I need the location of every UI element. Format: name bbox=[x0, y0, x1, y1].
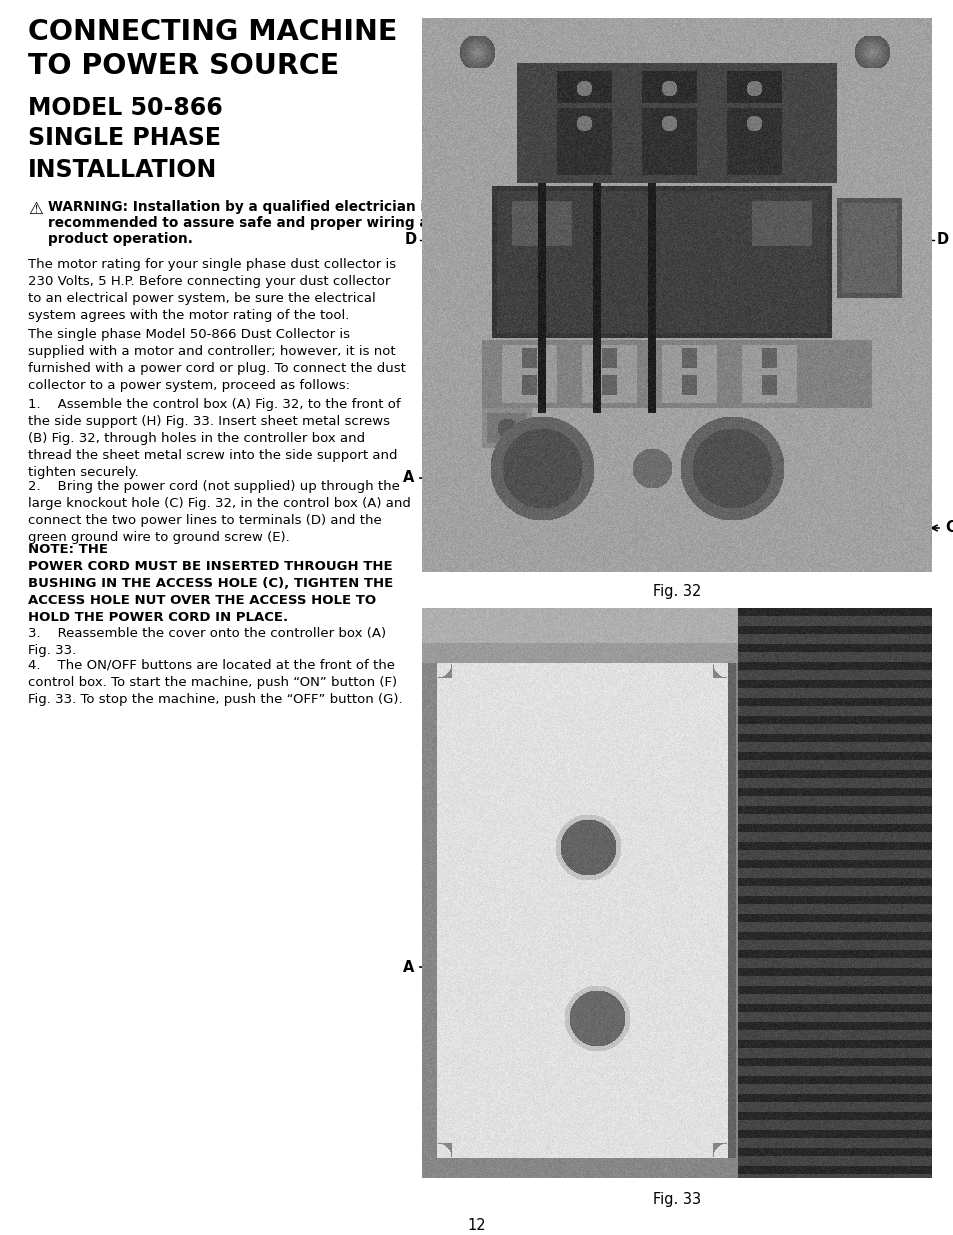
Text: MODEL 50-866: MODEL 50-866 bbox=[28, 96, 222, 120]
Text: H: H bbox=[439, 630, 452, 645]
Text: A: A bbox=[402, 960, 414, 974]
Text: 1.    Assemble the control box (A) Fig. 32, to the front of
the side support (H): 1. Assemble the control box (A) Fig. 32,… bbox=[28, 398, 400, 479]
Text: ⚠: ⚠ bbox=[28, 200, 43, 219]
Text: D: D bbox=[404, 232, 416, 247]
Text: 3.    Reassemble the cover onto the controller box (A)
Fig. 33.: 3. Reassemble the cover onto the control… bbox=[28, 627, 386, 657]
Text: The single phase Model 50-866 Dust Collector is
supplied with a motor and contro: The single phase Model 50-866 Dust Colle… bbox=[28, 329, 405, 391]
Text: CONNECTING MACHINE: CONNECTING MACHINE bbox=[28, 19, 397, 46]
Text: 4.    The ON/OFF buttons are located at the front of the
control box. To start t: 4. The ON/OFF buttons are located at the… bbox=[28, 659, 402, 706]
Text: 12: 12 bbox=[467, 1218, 486, 1233]
Text: D: D bbox=[936, 232, 948, 247]
Text: INSTALLATION: INSTALLATION bbox=[28, 158, 217, 182]
Text: A: A bbox=[402, 471, 414, 485]
Text: TO POWER SOURCE: TO POWER SOURCE bbox=[28, 52, 339, 80]
Text: C: C bbox=[944, 520, 953, 536]
Text: NOTE: THE
POWER CORD MUST BE INSERTED THROUGH THE
BUSHING IN THE ACCESS HOLE (C): NOTE: THE POWER CORD MUST BE INSERTED TH… bbox=[28, 543, 393, 624]
Text: WARNING: Installation by a qualified electrician is
recommended to assure safe a: WARNING: Installation by a qualified ele… bbox=[48, 200, 448, 247]
Text: SINGLE PHASE: SINGLE PHASE bbox=[28, 126, 221, 149]
Text: B: B bbox=[706, 422, 718, 437]
Text: The motor rating for your single phase dust collector is
230 Volts, 5 H.P. Befor: The motor rating for your single phase d… bbox=[28, 258, 395, 322]
Text: G: G bbox=[501, 1049, 514, 1063]
Text: F: F bbox=[512, 804, 521, 820]
Text: 2.    Bring the power cord (not supplied) up through the
large knockout hole (C): 2. Bring the power cord (not supplied) u… bbox=[28, 480, 411, 543]
Text: E: E bbox=[427, 393, 436, 408]
Text: Fig. 33: Fig. 33 bbox=[652, 1192, 700, 1207]
Text: B: B bbox=[676, 32, 687, 47]
Text: Fig. 32: Fig. 32 bbox=[652, 584, 700, 599]
